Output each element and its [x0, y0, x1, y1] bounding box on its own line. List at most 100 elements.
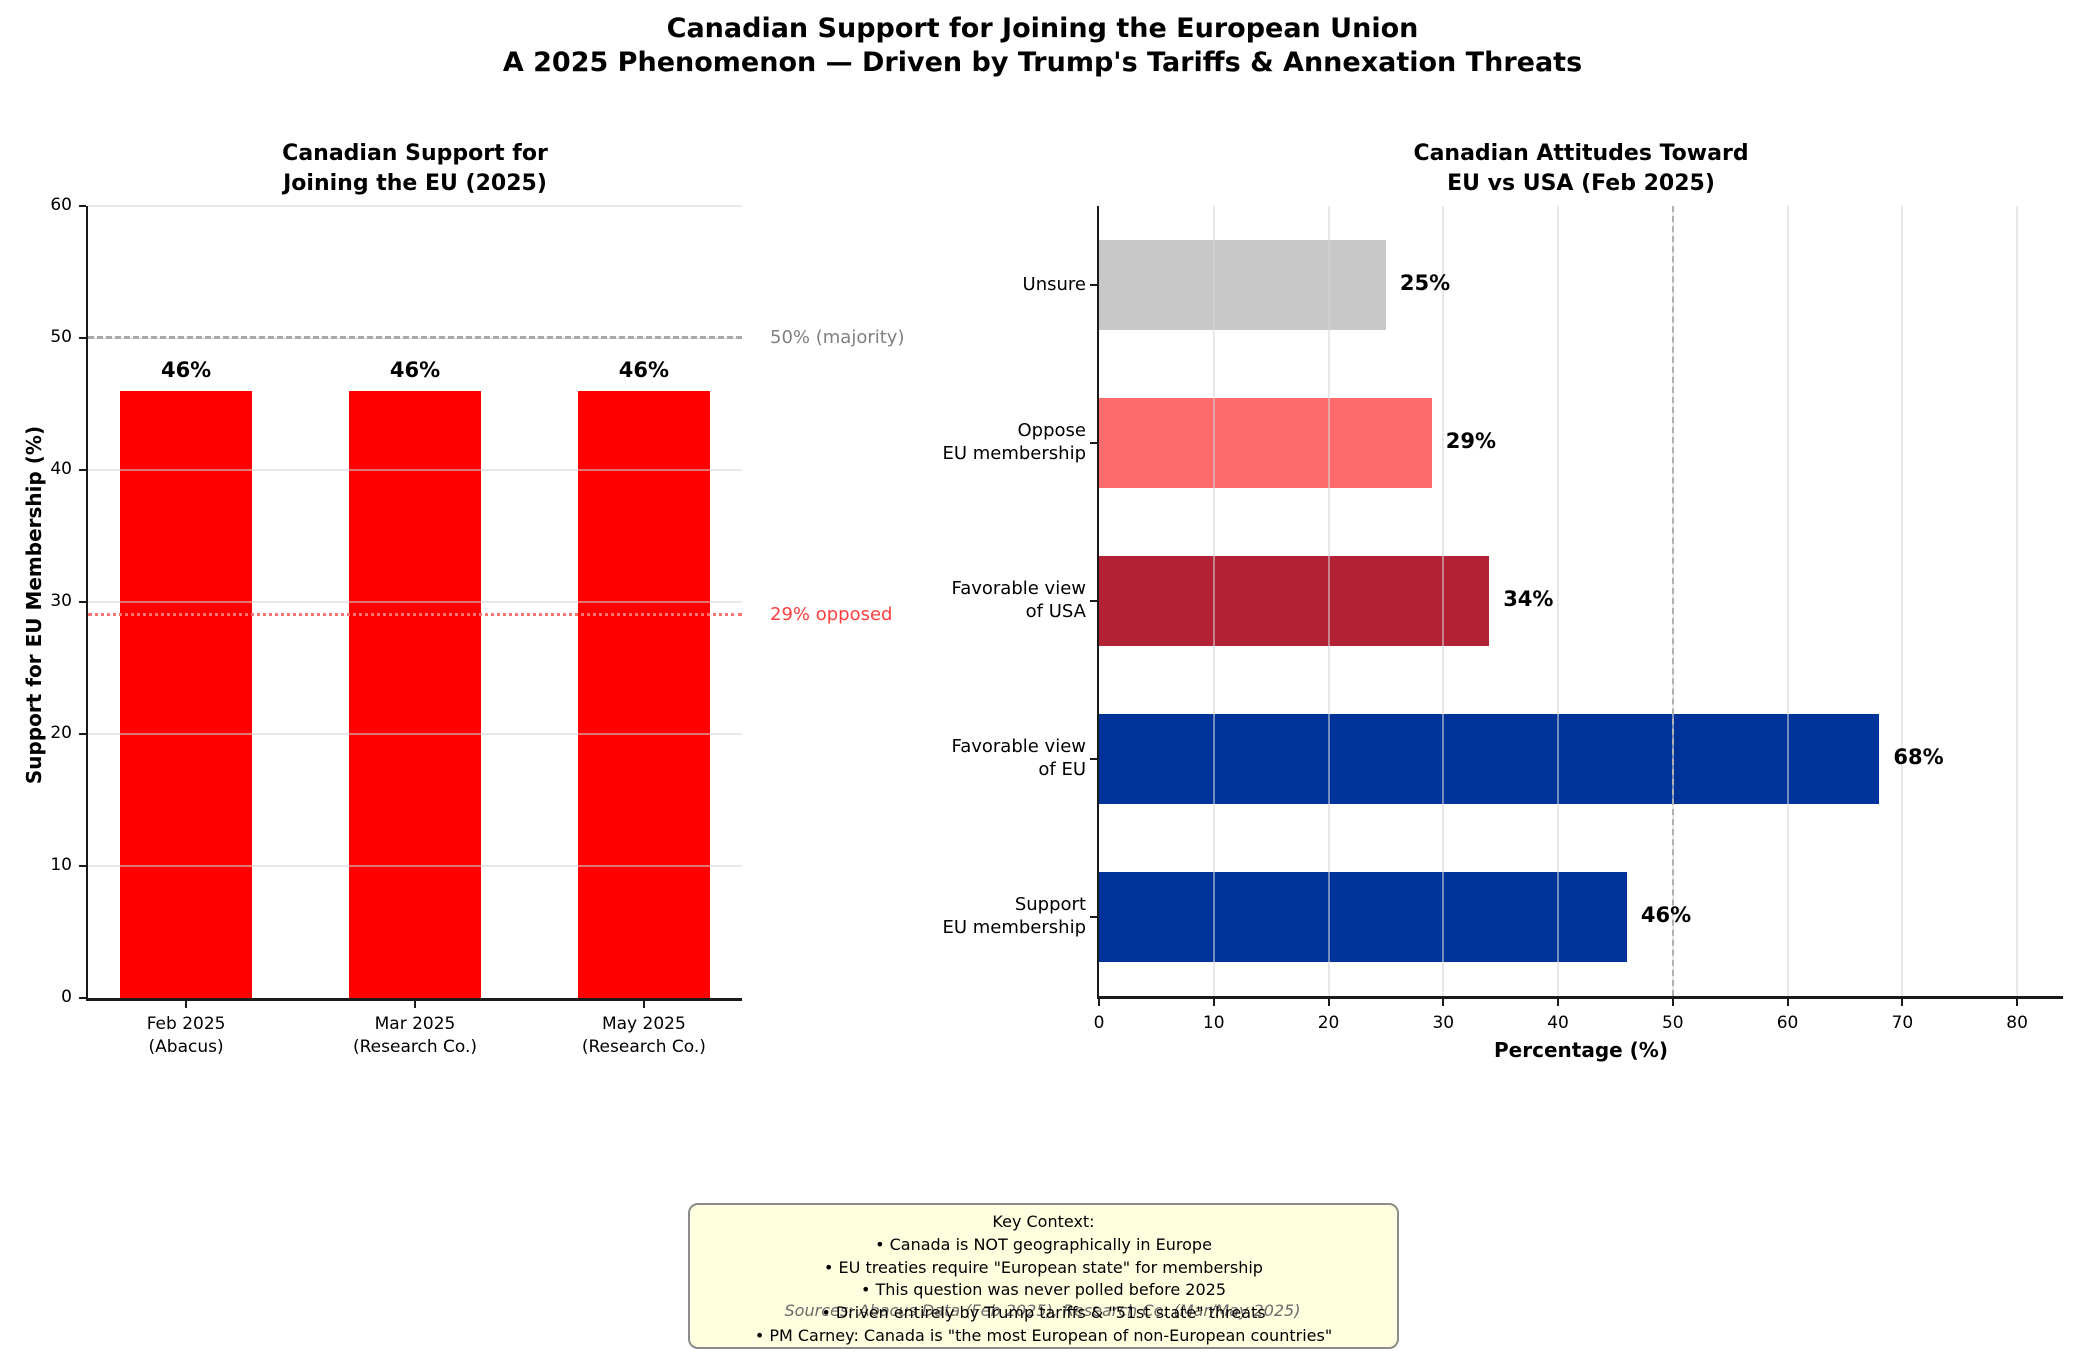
- y-tick-mark: [1090, 758, 1097, 760]
- y-tick-mark: [79, 997, 86, 999]
- x-tick-label-line: (Research Co.): [581, 1037, 706, 1057]
- majority-line-label: 50% (majority): [770, 327, 905, 348]
- bar: [120, 390, 253, 998]
- x-tick-mark: [1786, 999, 1789, 1006]
- reference-line: [88, 336, 742, 339]
- bar-value-label: 46%: [1640, 903, 1692, 927]
- x-tick-label: 40: [1547, 1013, 1569, 1033]
- y-tick-mark: [1090, 284, 1097, 286]
- reference-line: [1671, 206, 1674, 996]
- left-chart-title-line2: Joining the EU (2025): [283, 171, 547, 196]
- context-box-heading: Key Context:: [992, 1212, 1095, 1231]
- bar-value-label: 25%: [1399, 271, 1451, 295]
- category-label: Unsure: [826, 273, 1086, 296]
- x-tick-label-line: Feb 2025: [146, 1014, 226, 1034]
- context-bullet: • Driven entirely by Trump tariffs & "51…: [821, 1303, 1266, 1323]
- bottom-axis-spine: [1097, 996, 2063, 999]
- x-gridline: [1557, 206, 1560, 996]
- category-label-line: Favorable view: [951, 736, 1087, 757]
- bar-value-label: 68%: [1893, 745, 1944, 769]
- x-gridline: [1442, 206, 1445, 996]
- x-tick-label-line: May 2025: [601, 1014, 686, 1034]
- opposed-line-label: 29% opposed: [770, 604, 893, 626]
- y-tick-label: 50: [50, 327, 72, 347]
- bar-value-label: 29%: [1445, 429, 1497, 453]
- y-tick-label: 10: [50, 855, 72, 875]
- x-tick-label: 10: [1202, 1013, 1225, 1033]
- y-gridline: [88, 205, 742, 207]
- context-bullet: • PM Carney: Canada is "the most Europea…: [754, 1325, 1333, 1345]
- category-label-line: Favorable view: [951, 578, 1087, 599]
- x-tick-label-line: (Research Co.): [352, 1037, 478, 1057]
- x-gridline: [1327, 206, 1330, 996]
- y-gridline: [88, 865, 742, 867]
- main-title-line1: Canadian Support for Joining the Europea…: [666, 13, 1419, 44]
- bar: [1099, 240, 1386, 330]
- x-tick-label: 50: [1661, 1013, 1684, 1033]
- x-tick-label: 0: [1093, 1013, 1105, 1033]
- left-axis-spine: [86, 206, 88, 1000]
- bar: [577, 390, 710, 998]
- right-chart-title-line1: Canadian Attitudes Toward: [1413, 141, 1749, 166]
- y-tick-label: 30: [50, 591, 72, 611]
- x-tick-label: 60: [1776, 1013, 1799, 1033]
- category-label-line: of EU: [1038, 759, 1086, 780]
- x-tick-label: 70: [1891, 1013, 1914, 1033]
- y-gridline: [88, 733, 742, 735]
- y-tick-mark: [1090, 916, 1097, 918]
- x-tick-mark: [1671, 999, 1674, 1006]
- left-chart-title-line1: Canadian Support for: [282, 141, 548, 166]
- y-gridline: [88, 469, 742, 471]
- y-tick-mark: [79, 469, 86, 471]
- category-label: Support EU membership: [826, 893, 1086, 939]
- x-tick-label: 20: [1317, 1013, 1340, 1033]
- x-tick-label: Feb 2025 (Abacus): [76, 1013, 296, 1059]
- x-tick-label-line: (Abacus): [148, 1037, 224, 1057]
- y-tick-label: 0: [61, 987, 72, 1007]
- x-gridline: [1786, 206, 1789, 996]
- x-tick-label: May 2025 (Research Co.): [534, 1013, 754, 1059]
- right-chart-title-line2: EU vs USA (Feb 2025): [1447, 171, 1715, 196]
- category-label-line: Oppose: [1017, 420, 1086, 441]
- x-tick-mark: [414, 1001, 416, 1008]
- bar-value-label: 46%: [618, 357, 670, 382]
- category-label-line: Support: [1014, 894, 1086, 915]
- y-tick-mark: [1090, 600, 1097, 602]
- x-tick-label-line: Mar 2025: [374, 1014, 456, 1034]
- x-gridline: [2016, 206, 2019, 996]
- y-tick-label: 60: [50, 195, 72, 215]
- bar: [349, 390, 481, 998]
- x-tick-mark: [1212, 999, 1215, 1006]
- bar-value-label: 34%: [1503, 587, 1554, 611]
- x-axis-label: Percentage (%): [1494, 1038, 1668, 1062]
- context-box: [688, 1203, 1399, 1349]
- category-label: Favorable view of EU: [826, 735, 1087, 781]
- x-tick-mark: [1901, 999, 1904, 1006]
- y-tick-mark: [1090, 442, 1097, 444]
- context-bullet: • This question was never polled before …: [860, 1280, 1226, 1300]
- x-tick-mark: [1442, 999, 1445, 1006]
- x-tick-label: Mar 2025 (Research Co.): [305, 1013, 525, 1059]
- y-tick-mark: [79, 601, 86, 603]
- bar: [1099, 398, 1432, 488]
- category-label-line: of USA: [1025, 601, 1086, 622]
- main-title-line2: A 2025 Phenomenon — Driven by Trump's Ta…: [502, 47, 1583, 78]
- category-label: Favorable view of USA: [826, 577, 1087, 623]
- context-bullet: • EU treaties require "European state" f…: [824, 1257, 1263, 1277]
- bar: [1099, 872, 1627, 962]
- category-label: Oppose EU membership: [826, 419, 1086, 465]
- x-gridline: [1212, 206, 1215, 996]
- left-axis-spine: [1097, 206, 1099, 998]
- bar: [1099, 556, 1490, 646]
- bottom-axis-spine: [86, 998, 742, 1001]
- bar-value-label: 46%: [389, 357, 441, 382]
- x-tick-mark: [185, 1001, 188, 1008]
- reference-line: [88, 613, 742, 617]
- x-tick-mark: [1557, 999, 1560, 1006]
- context-bullet: • Canada is NOT geographically in Europe: [875, 1234, 1212, 1254]
- context-box-text: Key Context: • Canada is NOT geographica…: [688, 1211, 1399, 1348]
- y-gridline: [88, 601, 742, 603]
- x-tick-mark: [1327, 999, 1330, 1006]
- bar: [1099, 714, 1880, 804]
